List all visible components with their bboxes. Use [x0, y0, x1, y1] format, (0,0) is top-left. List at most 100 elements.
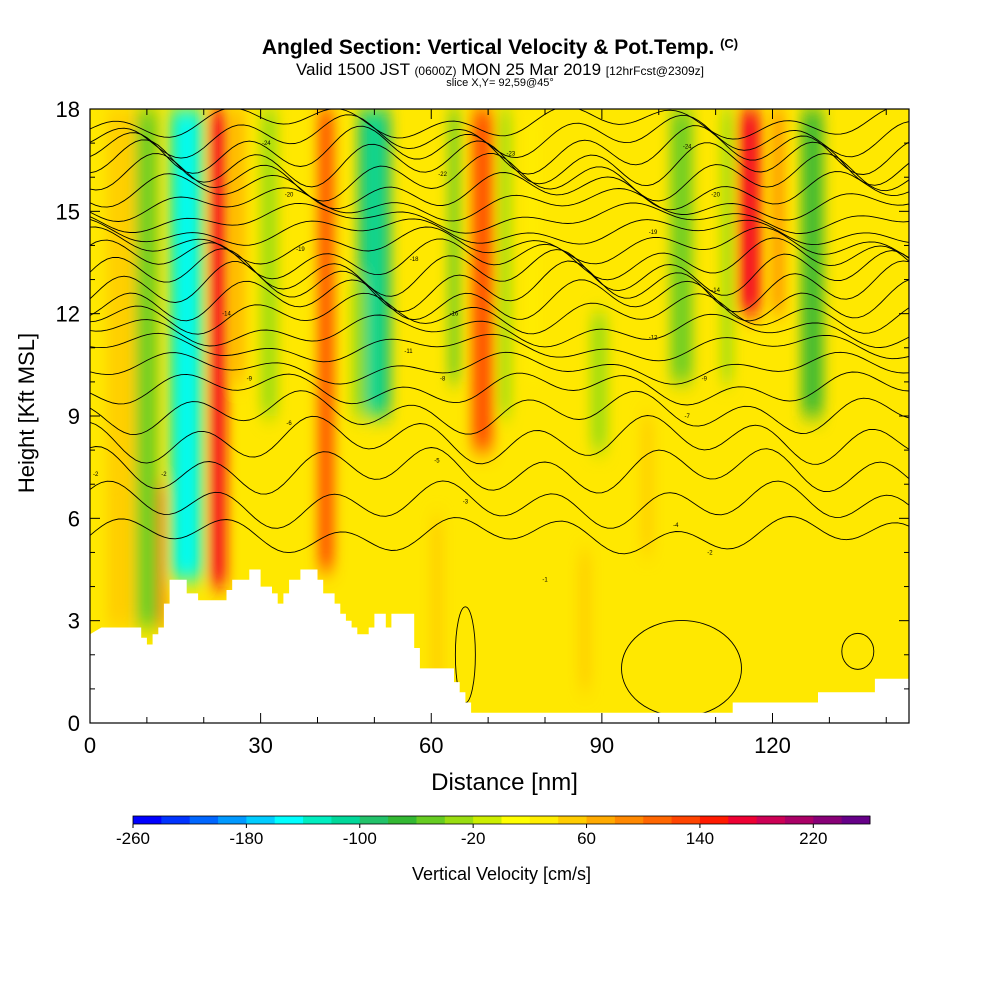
theta-contour [90, 237, 909, 281]
y-tick-label: 3 [68, 609, 80, 634]
theta-contour [90, 260, 909, 313]
contour-label: -20 [285, 192, 294, 198]
theta-contour [90, 279, 909, 322]
chart-title: Angled Section: Vertical Velocity & Pot.… [261, 36, 739, 59]
colorbar-tick-label: -180 [229, 829, 263, 848]
colorbar-swatch [614, 816, 644, 824]
band-core [744, 109, 756, 314]
downdraft-band [670, 109, 693, 382]
updraft-band [431, 518, 443, 689]
contour-label: -11 [404, 349, 413, 355]
theta-contour [90, 171, 909, 211]
downdraft-band [135, 109, 159, 628]
updraft-band [232, 109, 244, 382]
updraft-band [772, 109, 784, 314]
y-tick-label: 12 [56, 302, 80, 327]
slice-info: slice X,Y= 92,59@45° [446, 77, 554, 89]
theta-contour [90, 446, 909, 495]
colorbar-swatch [274, 816, 304, 824]
theta-contour [90, 516, 909, 555]
colorbar-swatch [416, 816, 446, 824]
contour-label: -9 [702, 376, 708, 382]
y-tick-label: 18 [56, 97, 80, 122]
band-core [476, 109, 489, 451]
x-tick-label: 90 [590, 733, 614, 758]
theta-contour [90, 187, 909, 222]
colorbar-swatch [388, 816, 417, 824]
band-core [178, 109, 196, 580]
contour-label: -18 [410, 257, 419, 263]
theta-contour [90, 332, 909, 363]
contour-label: -20 [711, 192, 720, 198]
colorbar-swatch [671, 816, 701, 824]
contour-label: -14 [711, 288, 720, 294]
y-axis-label: Height [Kft MSL] [14, 333, 39, 493]
colorbar-swatch [643, 816, 673, 824]
colorbar-swatch [699, 816, 729, 824]
contour-label: -3 [463, 499, 469, 505]
colorbar-swatch [841, 816, 871, 824]
theta-contour [90, 390, 909, 436]
colorbar-tick-label: -20 [461, 829, 486, 848]
theta-contour [90, 415, 909, 465]
contour-label: -24 [262, 141, 271, 147]
contour-label: -19 [296, 247, 305, 253]
theta-contour [90, 114, 909, 159]
colorbar-swatch [501, 816, 531, 824]
colorbar-swatch [728, 816, 758, 824]
colorbar-swatch [359, 816, 389, 824]
downdraft-band [590, 313, 608, 451]
theta-contour [90, 109, 889, 140]
x-tick-label: 0 [84, 733, 96, 758]
chart-subtitle: Valid 1500 JST (0600Z) MON 25 Mar 2019 [… [295, 60, 705, 79]
theta-contour [90, 202, 909, 234]
colorbar-tick-label: 220 [799, 829, 827, 848]
downdraft-band [351, 279, 369, 416]
colorbar-swatch [558, 816, 588, 824]
colorbar-tick-label: -100 [343, 829, 377, 848]
contour-label: -2 [707, 550, 713, 556]
theta-contour [90, 226, 909, 265]
colorbar-swatch [586, 816, 616, 824]
theta-contour [90, 125, 909, 175]
downdraft-band [448, 109, 460, 382]
colorbar-swatch [246, 816, 276, 824]
x-tick-label: 30 [248, 733, 272, 758]
y-tick-label: 15 [56, 199, 80, 224]
theta-contours: -2 -2 -14 -9 -6 -24 -20 -19 -18 -11 -22 -16 -8 -5 -3 -2… [90, 109, 909, 717]
theta-contour [90, 313, 909, 348]
colorbar-swatch [473, 816, 502, 824]
colorbar-swatch [218, 816, 247, 824]
colorbar-swatch [303, 816, 332, 824]
contour-label: -5 [434, 458, 440, 464]
y-tick-label: 9 [68, 404, 80, 429]
contour-label: -16 [450, 312, 459, 318]
contour-label: -4 [673, 523, 679, 529]
x-tick-label: 60 [419, 733, 443, 758]
theta-contour [841, 632, 875, 670]
colorbar-swatch [444, 816, 474, 824]
theta-contour [90, 480, 909, 529]
updraft-band [579, 552, 591, 689]
x-axis-label: Distance [nm] [431, 769, 578, 796]
band-core [213, 109, 223, 587]
theta-contour [90, 218, 909, 246]
y-tick-label: 0 [68, 711, 80, 736]
contour-label: -7 [685, 414, 691, 420]
colorbar-swatch [161, 816, 191, 824]
colorbar-tick-label: 60 [577, 829, 596, 848]
updraft-band [641, 416, 654, 553]
contour-label: -24 [683, 145, 692, 151]
band-core [365, 109, 383, 416]
contour-label: -8 [440, 376, 446, 382]
contour-label: -2 [93, 472, 99, 478]
x-tick-label: 120 [754, 733, 791, 758]
contour-label: -1 [542, 578, 548, 584]
colorbar-swatch [813, 816, 843, 824]
contour-label: -22 [438, 172, 447, 178]
band-core [159, 484, 163, 628]
colorbar-swatch [529, 816, 559, 824]
colorbar-tick-label: 140 [686, 829, 714, 848]
contour-label: -23 [507, 151, 516, 157]
